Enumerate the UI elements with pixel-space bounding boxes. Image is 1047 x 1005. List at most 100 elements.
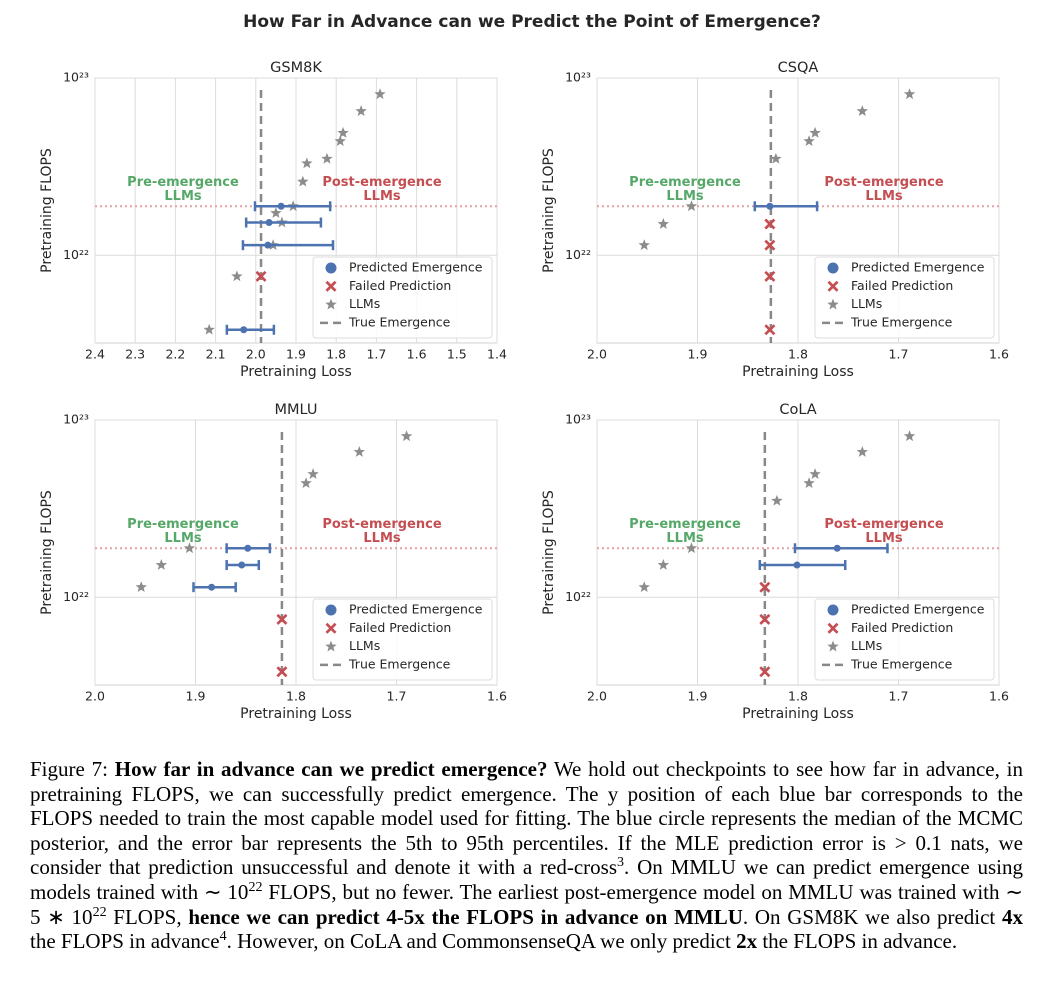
failed-cross — [764, 324, 776, 336]
legend-box — [814, 598, 995, 681]
panel-title: CoLA — [779, 402, 816, 418]
llm-star — [903, 430, 916, 442]
annotation: Post-emergence — [824, 175, 943, 190]
x-tick-label: 2.0 — [587, 347, 607, 362]
llm-star — [657, 559, 670, 570]
failed-cross — [759, 613, 771, 625]
legend-marker — [325, 280, 337, 292]
caption-normal: . On MMLU we can predict emergence using… — [30, 855, 1023, 904]
caption-normal: the FLOPS in advance — [30, 929, 220, 954]
caption-bold: How far in advance can we predict emerge… — [114, 757, 548, 781]
llm-star — [657, 218, 670, 229]
failed-cross — [276, 613, 288, 625]
panel-title: GSM8K — [270, 60, 322, 76]
caption-sup: 22 — [248, 879, 263, 895]
legend-label: LLMs — [851, 638, 882, 653]
x-tick-label: 1.7 — [366, 347, 386, 362]
predicted-point — [244, 544, 252, 552]
legend-label: Failed Prediction — [349, 620, 451, 635]
x-tick-label: 1.7 — [889, 347, 909, 362]
y-axis-label: Pretraining FLOPS — [39, 490, 55, 615]
failed-cross — [764, 270, 776, 282]
y-tick-label: 10²³ — [565, 412, 591, 427]
predicted-point — [277, 202, 285, 210]
caption-normal: FLOPS, but no fewer. The earliest post-e… — [30, 879, 1023, 929]
predicted-point — [264, 241, 272, 249]
legend-label: Failed Prediction — [851, 278, 953, 293]
annotation: Pre-emergence — [629, 175, 741, 190]
x-tick-label: 1.9 — [688, 347, 708, 362]
llm-star — [856, 105, 869, 117]
llm-star — [903, 88, 916, 100]
x-axis-label: Pretraining Loss — [742, 364, 854, 380]
legend-label: Predicted Emergence — [851, 602, 985, 617]
failed-cross — [255, 270, 267, 282]
y-axis-label: Pretraining FLOPS — [39, 148, 55, 273]
llm-star — [809, 468, 821, 479]
failed-cross — [764, 239, 776, 251]
llm-star — [685, 542, 698, 554]
llm-star — [231, 270, 243, 282]
legend-label: True Emergence — [348, 656, 451, 671]
legend-marker — [325, 604, 337, 616]
x-tick-label: 1.6 — [989, 347, 1009, 362]
llm-star — [183, 542, 196, 554]
legend-marker — [325, 262, 337, 274]
x-tick-label: 1.6 — [407, 347, 427, 362]
x-tick-label: 1.7 — [387, 689, 407, 704]
legend-box — [814, 256, 995, 339]
caption-sup: 22 — [92, 904, 107, 920]
annotation: Pre-emergence — [127, 175, 239, 190]
annotation: LLMs — [865, 531, 903, 546]
legend-label: True Emergence — [850, 314, 953, 329]
legend-label: Failed Prediction — [349, 278, 451, 293]
llm-star — [203, 323, 215, 335]
legend-box — [312, 256, 493, 339]
legend-label: LLMs — [851, 296, 882, 311]
llm-star — [355, 105, 367, 117]
llm-star — [770, 152, 782, 164]
llm-star — [353, 445, 366, 457]
legend-marker — [827, 604, 839, 616]
llm-star — [334, 135, 346, 147]
caption-normal: . On GSM8K we also predict — [742, 904, 1002, 929]
panel: 2.0 1.9 1.8 1.7 1.6 10²² 10²³ CSQA Pretraining L… — [541, 60, 1009, 380]
legend-label: True Emergence — [348, 314, 451, 329]
legend-marker — [827, 298, 839, 310]
annotation: LLMs — [666, 531, 704, 546]
predicted-point — [238, 561, 246, 569]
y-axis-label: Pretraining FLOPS — [541, 148, 557, 273]
x-tick-label: 1.8 — [326, 347, 346, 362]
y-tick-label: 10²² — [63, 247, 89, 262]
failed-cross — [759, 666, 771, 678]
x-tick-label: 2.0 — [587, 689, 607, 704]
legend-marker — [827, 262, 839, 274]
legend-label: Predicted Emergence — [851, 260, 985, 275]
caption-bold: 2x — [736, 929, 758, 954]
annotation: Post-emergence — [824, 517, 943, 532]
figure: How Far in Advance can we Predict the Po… — [39, 12, 1009, 722]
legend-label: Predicted Emergence — [349, 602, 483, 617]
caption-normal: FLOPS, — [106, 904, 189, 929]
annotation: LLMs — [164, 189, 202, 204]
caption-bold: hence we can predict 4-5x the FLOPS in a… — [188, 904, 743, 929]
legend-marker — [827, 640, 839, 652]
y-axis-label: Pretraining FLOPS — [541, 490, 557, 615]
annotation: LLMs — [363, 189, 401, 204]
legend-marker — [325, 640, 337, 652]
y-tick-label: 10²³ — [63, 412, 89, 427]
annotation: LLMs — [666, 189, 704, 204]
llm-star — [638, 239, 650, 251]
caption-normal: the FLOPS in advance. — [757, 929, 958, 954]
x-tick-label: 1.6 — [487, 689, 507, 704]
predicted-point — [793, 561, 801, 569]
caption-sup: 4 — [219, 929, 227, 945]
x-tick-label: 1.4 — [487, 347, 507, 362]
x-tick-label: 2.0 — [246, 347, 266, 362]
llm-star — [307, 468, 319, 479]
legend-marker — [325, 622, 337, 634]
legend-box — [312, 598, 493, 681]
llm-star — [155, 559, 168, 570]
legend-label: True Emergence — [850, 656, 953, 671]
